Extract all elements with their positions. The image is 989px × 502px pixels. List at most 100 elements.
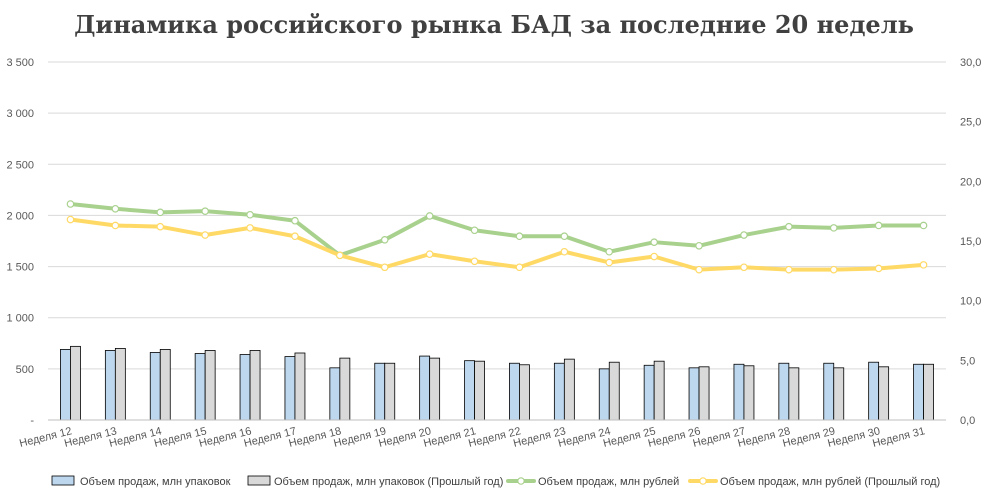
- bar: [688, 367, 700, 421]
- bar: [563, 358, 575, 421]
- line-point: [740, 263, 748, 272]
- line-point: [380, 236, 389, 244]
- legend-marker: [699, 477, 707, 485]
- line-point: [470, 226, 479, 235]
- bar: [384, 362, 396, 421]
- line-point: [380, 263, 389, 272]
- left-tick-label: 1 500: [6, 262, 34, 274]
- bar: [878, 366, 890, 421]
- left-tick-label: 3 500: [6, 57, 34, 69]
- bar: [329, 367, 341, 421]
- line-point: [605, 247, 614, 256]
- line-point: [919, 261, 928, 269]
- bar: [419, 355, 431, 421]
- bar: [284, 356, 296, 421]
- legend-swatch: [247, 475, 271, 486]
- line-point: [829, 265, 838, 274]
- bar: [923, 363, 934, 421]
- bar: [339, 357, 351, 421]
- line-point: [291, 216, 299, 225]
- line-point: [740, 231, 748, 239]
- bar: [553, 362, 565, 421]
- line-point: [66, 200, 75, 208]
- legend-label: Объем продаж, млн упаковок (Прошлый год): [274, 476, 503, 488]
- left-tick-label: 2 500: [6, 159, 34, 171]
- bar: [868, 361, 880, 421]
- line-point: [470, 257, 479, 266]
- line-point: [919, 221, 928, 230]
- bar: [608, 361, 620, 421]
- bar: [149, 352, 161, 421]
- right-tick-label: 5,0: [960, 355, 975, 367]
- line-point: [695, 241, 703, 250]
- line-point: [650, 252, 658, 261]
- line-point: [156, 208, 165, 217]
- bar: [778, 362, 790, 421]
- chart-title: Динамика российского рынка БАД за послед…: [74, 10, 914, 39]
- right-tick-label: 20,0: [960, 176, 981, 188]
- bar: [194, 353, 206, 421]
- line-point: [874, 264, 883, 273]
- bar: [60, 349, 71, 421]
- line-point: [66, 215, 75, 224]
- line-point: [111, 204, 120, 213]
- bar: [913, 363, 924, 421]
- bar: [509, 362, 520, 421]
- bar: [429, 357, 441, 421]
- bar: [204, 350, 216, 421]
- legend-marker: [517, 477, 525, 485]
- bar: [159, 349, 171, 421]
- line-point: [560, 247, 569, 256]
- bar: [519, 364, 530, 421]
- bar: [643, 364, 655, 421]
- bar: [698, 366, 710, 421]
- x-tick-label: Неделя 31: [871, 425, 926, 450]
- line-point: [695, 265, 703, 274]
- line-point: [201, 207, 209, 215]
- bar: [239, 354, 251, 421]
- right-tick-label: 10,0: [960, 296, 981, 308]
- line-point: [515, 263, 524, 272]
- bar: [374, 362, 386, 421]
- bar: [114, 347, 126, 421]
- series-line: [68, 217, 926, 272]
- line-point: [605, 258, 614, 267]
- legend-label: Объем продаж, млн рублей: [538, 476, 679, 488]
- left-tick-label: -: [30, 415, 34, 427]
- line-point: [829, 224, 838, 232]
- left-tick-label: 3 000: [6, 108, 34, 120]
- line-point: [246, 210, 254, 219]
- line-point: [560, 232, 569, 241]
- bar: [823, 362, 835, 421]
- left-tick-label: 2 000: [6, 210, 34, 222]
- line-point: [425, 212, 434, 220]
- line-point: [650, 238, 658, 246]
- bar: [464, 360, 475, 421]
- line-point: [111, 221, 120, 230]
- line-point: [291, 232, 299, 241]
- right-tick-label: 30,0: [960, 57, 981, 69]
- left-tick-label: 500: [16, 364, 34, 376]
- line-point: [515, 232, 524, 241]
- left-y-axis: - 500 1 000 1 500 2 000 2 500 3 000 3 500: [6, 57, 34, 427]
- line-point: [785, 265, 793, 274]
- line-point: [785, 222, 793, 231]
- right-tick-label: 0,0: [960, 415, 975, 427]
- bar: [474, 360, 485, 421]
- series-line: [68, 202, 926, 258]
- right-tick-label: 15,0: [960, 236, 981, 248]
- legend-swatch: [51, 475, 75, 486]
- right-y-axis: 0,0 5,0 10,0 15,0 20,0 25,0 30,0: [960, 57, 981, 427]
- line-point: [156, 222, 165, 231]
- left-tick-label: 1 000: [6, 313, 34, 325]
- bar: [104, 350, 116, 421]
- legend-label: Объем продаж, млн упаковок: [80, 476, 231, 488]
- line-point: [246, 224, 254, 232]
- bar: [833, 367, 845, 421]
- bar: [743, 365, 755, 421]
- legend-label: Объем продаж, млн рублей (Прошлый год): [720, 476, 940, 488]
- line-point: [336, 251, 344, 260]
